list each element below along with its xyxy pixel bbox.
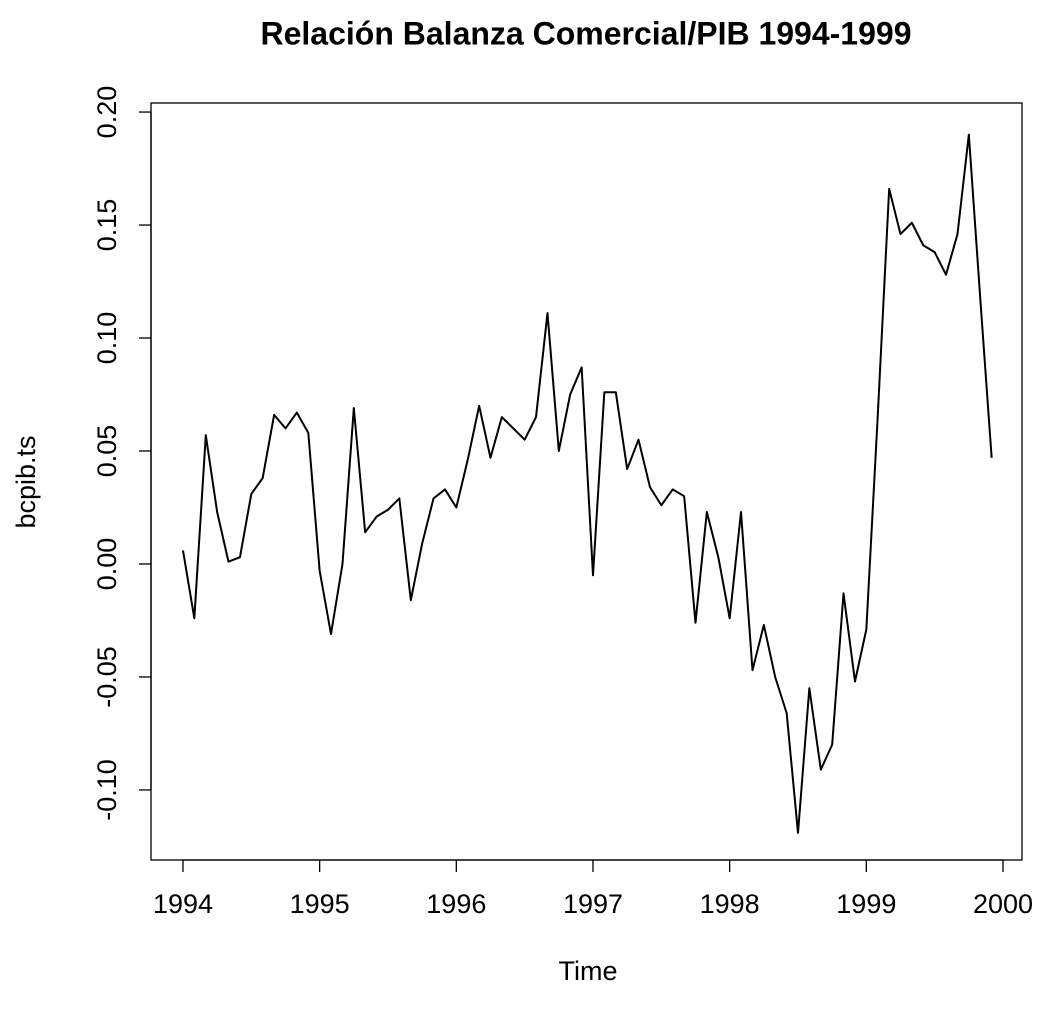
- x-tick-label: 2000: [973, 889, 1033, 919]
- y-tick-label: 0.05: [92, 425, 122, 478]
- x-axis-label: Time: [559, 956, 618, 986]
- y-tick-label: -0.05: [92, 646, 122, 708]
- chart-title: Relación Balanza Comercial/PIB 1994-1999: [261, 15, 912, 51]
- x-tick-label: 1998: [700, 889, 760, 919]
- y-tick-label: 0.10: [92, 312, 122, 365]
- y-tick-label: 0.15: [92, 199, 122, 252]
- y-tick-label: -0.10: [92, 759, 122, 821]
- y-tick-label: 0.00: [92, 538, 122, 591]
- plot-frame: [150, 102, 1023, 861]
- x-tick-label: 1994: [153, 889, 213, 919]
- x-tick-label: 1995: [290, 889, 350, 919]
- series-line: [181, 133, 993, 834]
- x-tick-label: 1996: [426, 889, 486, 919]
- y-axis-label: bcpib.ts: [11, 435, 41, 528]
- y-tick-label: 0.20: [92, 86, 122, 139]
- x-tick-label: 1999: [836, 889, 896, 919]
- x-tick-label: 1997: [563, 889, 623, 919]
